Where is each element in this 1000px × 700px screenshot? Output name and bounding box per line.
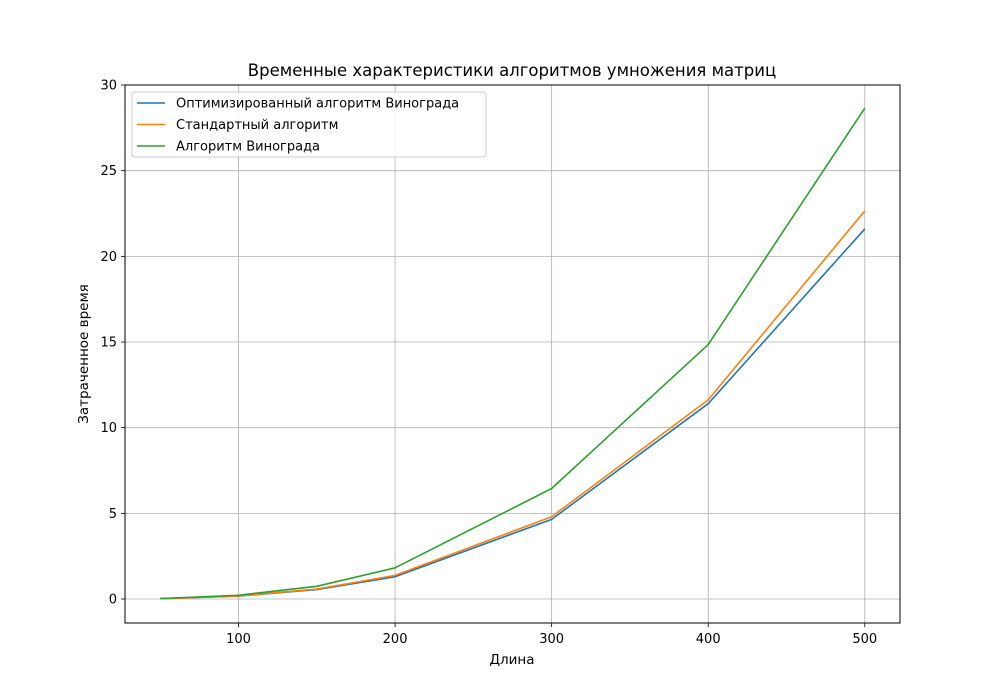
legend-label-2: Стандартный алгоритм (176, 118, 338, 133)
x-axis-label: Длина (489, 652, 534, 668)
x-tick-label: 500 (852, 632, 877, 647)
axis-ticks: 100 200 300 400 500 0 5 10 15 20 25 30 (100, 79, 877, 648)
y-tick-label: 30 (100, 79, 117, 94)
x-tick-label: 100 (226, 632, 251, 647)
series-line-3 (160, 107, 866, 600)
x-tick-label: 400 (696, 632, 721, 647)
y-axis-label: Затраченное время (76, 284, 92, 424)
series-lines (160, 107, 866, 600)
chart-title: Временные характеристики алгоритмов умно… (248, 61, 776, 80)
y-tick-label: 15 (100, 336, 117, 351)
legend-label-1: Оптимизированный алгоритм Винограда (176, 97, 459, 112)
x-tick-label: 200 (383, 632, 408, 647)
y-tick-label: 5 (109, 507, 117, 522)
series-line-1 (160, 228, 866, 600)
x-tick-label: 300 (539, 632, 564, 647)
plot-frame (124, 84, 901, 624)
y-tick-label: 10 (100, 421, 117, 436)
y-tick-label: 25 (100, 164, 117, 179)
legend-label-3: Алгоритм Винограда (176, 140, 320, 155)
y-tick-label: 0 (109, 593, 117, 608)
legend: Оптимизированный алгоритм Винограда Станд… (131, 91, 487, 158)
grid (125, 84, 900, 623)
y-tick-label: 20 (100, 250, 117, 265)
legend-box (131, 91, 487, 158)
